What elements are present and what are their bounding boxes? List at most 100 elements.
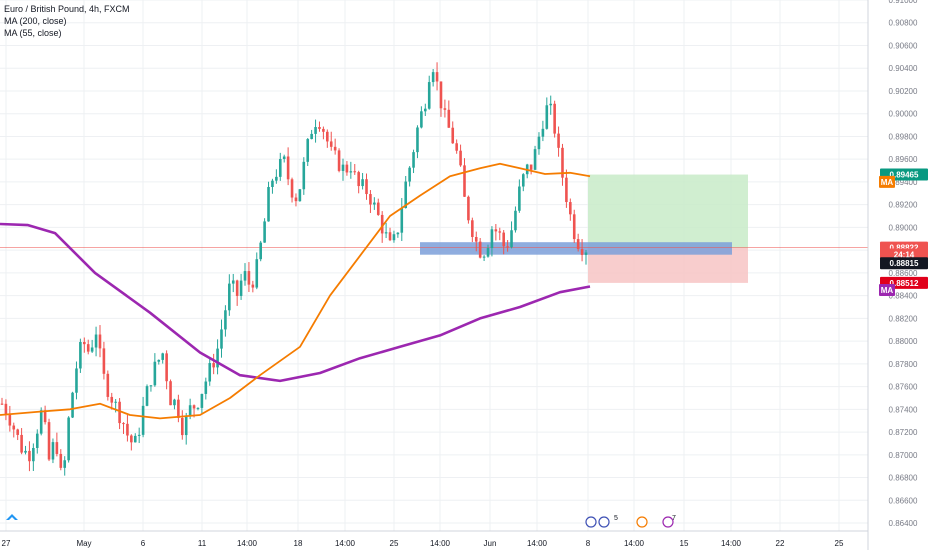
candle-body — [98, 334, 102, 349]
price-tick-label: 0.90000 — [889, 110, 918, 119]
candle-body — [404, 181, 408, 209]
time-tick-label: 14:00 — [237, 539, 258, 548]
candle-body — [514, 210, 517, 231]
candle-body — [275, 176, 278, 181]
candle-body — [71, 392, 74, 418]
candle-body — [180, 417, 184, 436]
candle-body — [216, 348, 219, 368]
candle-body — [255, 259, 259, 288]
candle-body — [337, 150, 341, 171]
price-label-text: MA — [881, 178, 894, 187]
candle-body — [545, 105, 549, 129]
candle-body — [569, 202, 572, 215]
candle-body — [443, 108, 447, 110]
time-axis[interactable]: 27 May 6 11 14:00 18 14:00 25 14:00 Jun 14:00 8 14:0… — [2, 539, 844, 548]
price-tick-label: 0.89400 — [889, 178, 918, 187]
candle-body — [408, 167, 411, 182]
candle-body — [133, 435, 137, 443]
candle-body — [369, 194, 372, 205]
price-tick-label: 0.88000 — [889, 337, 918, 346]
candle-body — [506, 246, 509, 248]
price-tick-label: 0.86800 — [889, 474, 918, 483]
price-tick-label: 0.91000 — [889, 0, 918, 5]
chart-title: Euro / British Pound, 4h, FXCM — [4, 4, 130, 14]
legend-ma55[interactable]: MA (55, close) — [4, 28, 62, 38]
candle-body — [231, 280, 235, 284]
support-zone — [420, 242, 732, 255]
price-label-ma55: MA — [879, 175, 895, 188]
candle-body — [12, 425, 16, 430]
legend-ma200[interactable]: MA (200, close) — [4, 16, 67, 26]
price-label-bg — [880, 257, 928, 270]
position-zones — [0, 174, 868, 283]
price-label-bid: 0.88815 — [880, 257, 928, 270]
candle-body — [451, 127, 455, 144]
candle-body — [345, 164, 349, 173]
time-tick-label: 15 — [680, 539, 689, 548]
candle-body — [153, 361, 157, 386]
candle-body — [424, 108, 427, 112]
candle-body — [83, 341, 86, 345]
candle-body — [102, 348, 106, 374]
candle-body — [326, 131, 329, 142]
price-label-text: 0.88815 — [890, 259, 919, 268]
candle-body — [490, 229, 494, 249]
candle-body — [294, 197, 298, 202]
candle-body — [8, 414, 12, 426]
price-tick-label: 0.87200 — [889, 428, 918, 437]
candle-body — [39, 410, 43, 434]
candle-body — [572, 214, 576, 240]
candle-body — [373, 202, 376, 205]
price-label-ma200: MA — [879, 283, 895, 296]
moving-averages — [0, 162, 591, 420]
time-tick-label: Jun — [484, 539, 497, 548]
candle-body — [35, 433, 39, 448]
candle-body — [380, 214, 384, 234]
candle-body — [310, 133, 313, 140]
price-tick-label: 0.90600 — [889, 41, 918, 50]
candle-body — [392, 234, 396, 241]
candle-body — [302, 161, 306, 190]
event-count: 5 — [614, 515, 618, 522]
candle-body — [208, 363, 212, 382]
candle-body — [149, 385, 153, 387]
candle-body — [412, 152, 415, 168]
candle-body — [341, 164, 345, 171]
candle-body — [235, 280, 239, 296]
candle-body — [16, 429, 19, 435]
candle-body — [63, 460, 67, 468]
candle-body — [24, 450, 27, 453]
candle-body — [353, 171, 357, 173]
ma200-line — [0, 222, 591, 383]
time-tick-label: 14:00 — [527, 539, 548, 548]
price-tick-label: 0.89200 — [889, 201, 918, 210]
candle-body — [122, 423, 125, 425]
candle-body — [576, 239, 580, 250]
price-tick-label: 0.88400 — [889, 292, 918, 301]
candle-body — [114, 401, 117, 403]
candle-body — [388, 232, 392, 241]
candle-body — [396, 232, 400, 235]
price-label-text: 24:14 — [894, 250, 915, 259]
time-tick-label: 25 — [390, 539, 399, 548]
candle-body — [290, 179, 294, 198]
candle-body — [243, 271, 247, 281]
candle-body — [173, 399, 176, 406]
candle-body — [357, 172, 360, 187]
candle-body — [86, 344, 90, 352]
event-badge-icon — [662, 516, 674, 528]
candle-body — [478, 241, 482, 258]
candle-body — [212, 363, 215, 368]
candle-body — [561, 147, 564, 178]
candle-body — [126, 423, 129, 436]
candle-body — [106, 373, 110, 397]
price-label-bg — [879, 283, 895, 296]
event-badge-icon — [598, 516, 610, 528]
price-tick-label: 0.88200 — [889, 314, 918, 323]
time-tick-label: 8 — [586, 539, 591, 548]
legend: Euro / British Pound, 4h, FXCM MA (200, … — [4, 3, 130, 39]
